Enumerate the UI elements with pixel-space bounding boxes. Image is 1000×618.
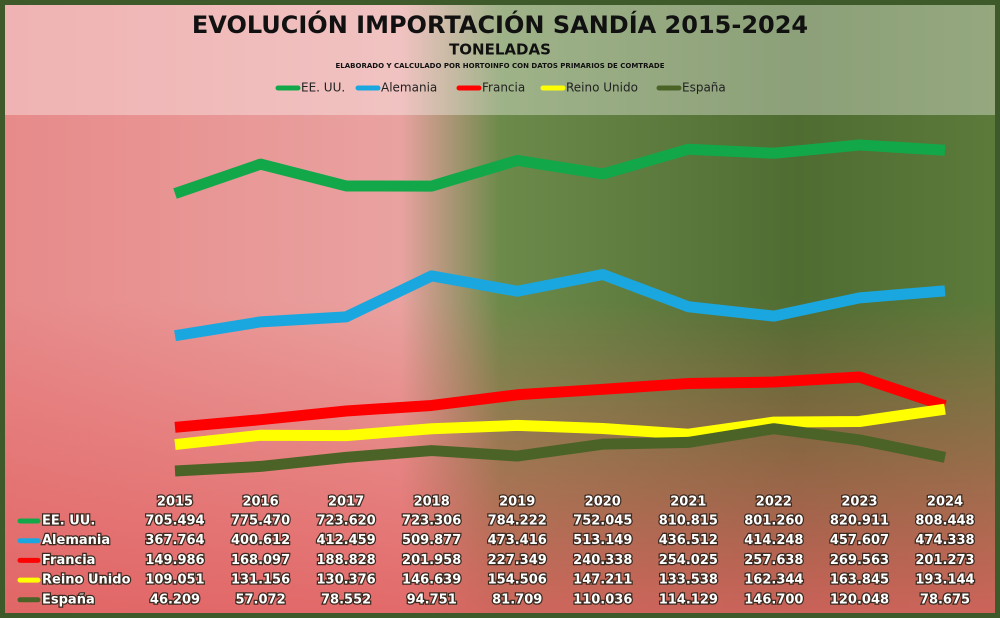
table-value: 474.338 [915,533,974,548]
table-value: 168.097 [231,553,290,568]
table-value: 775.470 [231,514,290,529]
table-value: 146.700 [744,592,803,607]
x-tick-label: 2017 [328,495,364,510]
chart-note: ELABORADO Y CALCULADO POR HORTOINFO CON … [336,62,665,70]
series-line [174,403,946,451]
x-tick-label: 2018 [414,495,450,510]
table-value: 808.448 [915,514,974,529]
table-value: 154.506 [488,573,547,588]
table-value: 146.639 [402,573,461,588]
legend-label: Francia [482,81,525,95]
table-value: 94.751 [407,592,457,607]
series-line [173,139,946,199]
table-value: 110.036 [573,592,632,607]
table-value: 810.815 [659,514,718,529]
legend-label: España [682,81,726,95]
table-value: 130.376 [317,573,376,588]
table-value: 414.248 [744,533,803,548]
x-tick-label: 2021 [670,495,706,510]
table-value: 705.494 [145,514,204,529]
table-value: 188.828 [317,553,376,568]
table-value: 473.416 [488,533,547,548]
table-value: 412.459 [317,533,376,548]
table-value: 752.045 [573,514,632,529]
row-label: Francia [42,553,95,568]
x-tick-label: 2023 [841,495,877,510]
x-tick-label: 2016 [242,495,278,510]
x-tick-label: 2015 [157,495,193,510]
table-value: 57.072 [235,592,285,607]
table-value: 147.211 [573,573,632,588]
table-value: 436.512 [659,533,718,548]
chart-subtitle: TONELADAS [449,41,551,59]
row-label: Alemania [42,533,110,548]
table-value: 784.222 [488,514,547,529]
series-line [174,269,946,342]
x-tick-label: 2022 [756,495,792,510]
legend-label: Alemania [381,81,437,95]
chart-title: EVOLUCIÓN IMPORTACIÓN SANDÍA 2015-2024 [192,9,808,39]
table-value: 109.051 [145,573,204,588]
table-value: 457.607 [830,533,889,548]
table-value: 149.986 [145,553,204,568]
table-value: 78.552 [321,592,371,607]
table-value: 133.538 [659,573,718,588]
table-value: 114.129 [659,592,718,607]
series-line [174,371,947,433]
table-value: 723.620 [317,514,376,529]
table-value: 367.764 [145,533,204,548]
row-label: EE. UU. [42,514,95,529]
x-tick-label: 2019 [499,495,535,510]
table-value: 254.025 [659,553,718,568]
table-value: 78.675 [920,592,970,607]
table-value: 227.349 [488,553,547,568]
table-value: 513.149 [573,533,632,548]
row-label: Reino Unido [42,573,131,588]
series-line [174,423,947,477]
table-value: 193.144 [915,573,974,588]
table-value: 46.209 [150,592,200,607]
table-value: 131.156 [231,573,290,588]
table-value: 162.344 [744,573,803,588]
table-value: 201.273 [915,553,974,568]
table-value: 201.958 [402,553,461,568]
table-value: 400.612 [231,533,290,548]
table-value: 240.338 [573,553,632,568]
table-value: 269.563 [830,553,889,568]
legend-label: Reino Unido [566,81,638,95]
table-value: 801.260 [744,514,803,529]
x-tick-label: 2020 [585,495,621,510]
table-value: 723.306 [402,514,461,529]
x-tick-label: 2024 [927,495,963,510]
table-value: 81.709 [492,592,542,607]
table-value: 257.638 [744,553,803,568]
table-value: 820.911 [830,514,889,529]
row-label: España [42,592,95,607]
header-shade [5,5,995,115]
table-value: 163.845 [830,573,889,588]
table-value: 120.048 [830,592,889,607]
legend-label: EE. UU. [301,81,345,95]
table-value: 509.877 [402,533,461,548]
